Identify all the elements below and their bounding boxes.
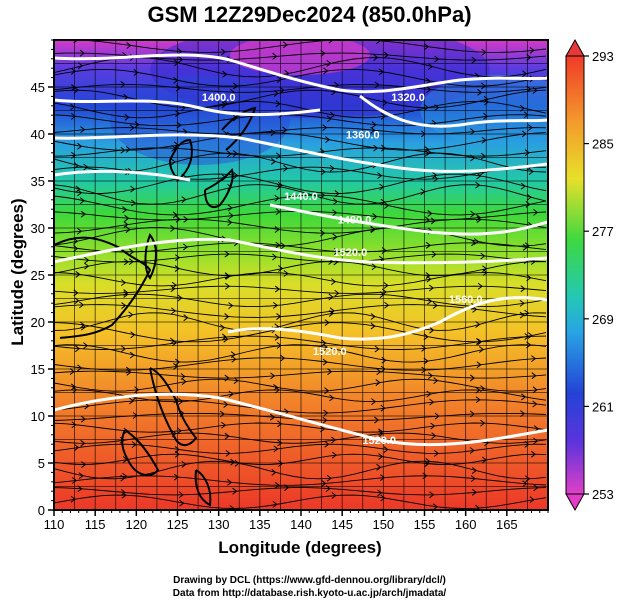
y-tick-label: 0	[38, 503, 45, 518]
x-tick-label: 125	[167, 517, 189, 532]
x-axis-label: Longitude (degrees)	[218, 538, 382, 557]
colorbar-top-arrow	[565, 38, 585, 57]
colorbar-tick-label: 293	[592, 49, 614, 64]
y-tick-label: 25	[31, 268, 45, 283]
y-tick-label: 10	[31, 409, 45, 424]
x-tick-label: 120	[125, 517, 147, 532]
x-tick-label: 145	[331, 517, 353, 532]
contour-label: 1440.0	[284, 191, 318, 203]
x-tick-label: 110	[44, 517, 65, 532]
colorbar-gradient	[565, 55, 585, 495]
x-tick-label: 130	[208, 517, 230, 532]
x-tick-label: 135	[249, 517, 271, 532]
y-tick-label: 15	[31, 362, 45, 377]
x-axis: 110 115 120 125 130 135 140 145 150 155 160 165	[44, 510, 549, 532]
height-contours	[54, 53, 548, 447]
chart-title: GSM 12Z29Dec2024 (850.0hPa)	[147, 2, 472, 27]
colorbar-bottom-arrow	[565, 493, 585, 512]
colorbar-tick-label: 277	[592, 224, 614, 239]
wind-streamlines	[54, 40, 547, 510]
colorbar-tick-label: 253	[592, 487, 614, 502]
contour-labels: 1400.0 1320.0 1360.0 1440.0 1480.0 1520.0 1520…	[202, 92, 483, 447]
x-tick-label: 155	[414, 517, 436, 532]
contour-label: 1520.0	[362, 435, 396, 447]
colorbar: 293 285 277 269 261 253	[565, 38, 614, 512]
colorbar-tick-label: 261	[592, 399, 614, 414]
contour-label: 1520.0	[313, 346, 347, 358]
y-tick-label: 45	[31, 80, 45, 95]
contour-label: 1560.0	[449, 294, 483, 306]
y-tick-label: 5	[38, 456, 45, 471]
graticule	[54, 40, 548, 510]
contour-label: 1480.0	[338, 214, 372, 226]
y-axis-label: Latitude (degrees)	[8, 198, 27, 346]
contour-label: 1320.0	[391, 92, 425, 104]
y-axis: 0 5 10 15 20 25 30 35 40 45	[31, 39, 54, 518]
y-tick-label: 40	[31, 127, 45, 142]
contour-label: 1520.0	[334, 247, 368, 259]
y-tick-label: 20	[31, 315, 45, 330]
y-tick-label: 35	[31, 174, 45, 189]
colorbar-tick-label: 269	[592, 312, 614, 327]
coastlines	[54, 106, 257, 507]
y-tick-label: 30	[31, 221, 45, 236]
colorbar-tick-label: 285	[592, 137, 614, 152]
x-tick-label: 140	[290, 517, 312, 532]
x-tick-label: 150	[372, 517, 394, 532]
contour-label: 1360.0	[346, 130, 380, 142]
x-tick-label: 160	[455, 517, 477, 532]
x-tick-label: 115	[85, 517, 106, 532]
contour-label: 1400.0	[202, 92, 236, 104]
credit-drawing: Drawing by DCL (https://www.gfd-dennou.o…	[173, 575, 446, 586]
credit-data-source: Data from http://database.rish.kyoto-u.a…	[172, 588, 447, 599]
x-tick-label: 165	[496, 517, 518, 532]
